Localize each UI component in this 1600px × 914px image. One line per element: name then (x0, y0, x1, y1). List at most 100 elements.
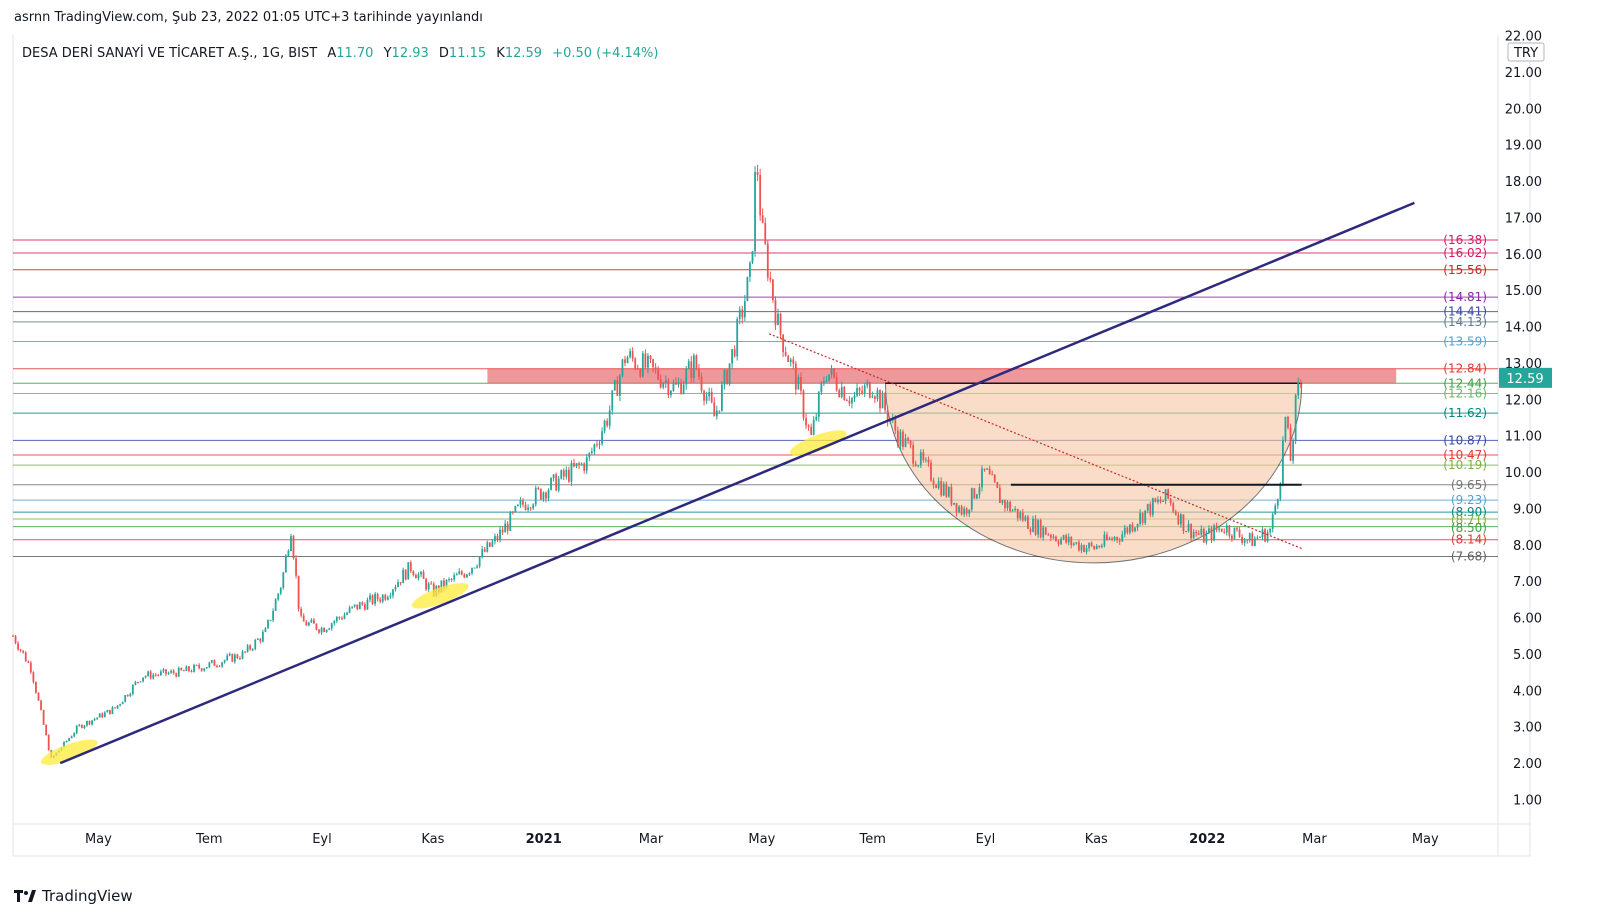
candle-body (830, 368, 833, 375)
candle-body (78, 724, 81, 726)
candle-body (1256, 537, 1259, 539)
highlight-ellipse (41, 739, 98, 765)
candle-body (371, 595, 374, 604)
candle-body (797, 377, 800, 390)
last-price-box (1499, 367, 1552, 388)
candle-body (983, 468, 986, 470)
candle-body (1044, 527, 1047, 535)
candle-body (1225, 525, 1228, 533)
candle-body (101, 713, 104, 718)
candle-body (1118, 539, 1121, 542)
candle-body (1088, 542, 1090, 549)
level-label: (8.50) (1451, 521, 1487, 535)
candle-body (639, 369, 642, 377)
candle-body (422, 571, 425, 579)
candle-body (430, 583, 433, 585)
candle-body (1233, 527, 1236, 539)
candle-body (272, 610, 274, 621)
level-label: (15.56) (1443, 263, 1487, 277)
candle-body (300, 609, 303, 616)
candle-body (761, 215, 764, 223)
candle-body (1004, 500, 1006, 508)
candle-body (652, 359, 654, 368)
candle-body (1111, 538, 1113, 540)
candle-body (1024, 516, 1027, 521)
candle-body (1060, 538, 1062, 545)
annotations (41, 201, 1415, 765)
candle-body (976, 494, 978, 499)
candle-body (550, 478, 552, 490)
candle-body (598, 443, 601, 445)
candle-body (1241, 536, 1243, 543)
candle-body (772, 279, 774, 300)
candle-body (216, 665, 218, 667)
candle-body (1113, 537, 1116, 540)
candle-body (1195, 531, 1198, 534)
candle-body (96, 717, 99, 719)
candle-body (998, 487, 1001, 503)
tradingview-brand[interactable]: TradingView (14, 887, 133, 905)
candle-body (1264, 529, 1266, 542)
chart-legend: DESA DERİ SANAYİ VE TİCARET A.Ş., 1G, BI… (22, 45, 658, 61)
candle-body (919, 452, 922, 466)
candle-body (522, 500, 524, 505)
candle-body (1172, 503, 1175, 512)
candle-body (379, 599, 382, 602)
candle-body (937, 480, 940, 488)
candle-body (509, 511, 512, 531)
candle-body (88, 720, 91, 725)
candle-body (1027, 516, 1029, 529)
candle-body (218, 666, 221, 668)
time-tick-label: May (748, 832, 775, 847)
candle-body (45, 724, 48, 736)
candle-body (325, 629, 328, 632)
candle-body (511, 511, 514, 513)
open-label: A (327, 46, 336, 61)
candle-body (249, 645, 252, 650)
candle-body (1218, 528, 1221, 530)
candle-body (228, 653, 231, 656)
candle-body (947, 487, 950, 497)
candle-body (986, 468, 988, 470)
candle-body (1269, 529, 1272, 533)
candle-body (835, 377, 838, 391)
candle-body (1220, 528, 1223, 532)
candle-body (19, 649, 22, 651)
candle-body (1190, 523, 1192, 538)
candle-body (848, 400, 851, 404)
candle-body (820, 383, 823, 393)
candle-body (945, 483, 948, 497)
candle-body (585, 457, 588, 471)
candle-body (1129, 524, 1131, 533)
candle-body (341, 617, 343, 619)
currency-badge[interactable] (1507, 42, 1545, 62)
candle-body (1180, 514, 1182, 525)
candle-body (149, 671, 152, 679)
candle-body (596, 444, 598, 446)
candle-body (529, 507, 532, 509)
candle-body (907, 438, 909, 441)
candle-body (968, 509, 971, 514)
level-label: (10.47) (1443, 448, 1487, 462)
candle-body (1070, 536, 1073, 545)
price-tick-label: 1.00 (1513, 794, 1542, 809)
candle-body (1021, 512, 1024, 521)
candle-body (256, 638, 259, 640)
candle-body (777, 313, 779, 325)
resistance-zone (487, 368, 1397, 384)
candle-body (389, 595, 392, 598)
price-tick-label: 15.00 (1505, 284, 1542, 299)
candle-body (823, 381, 825, 384)
price-tick-label: 16.00 (1505, 248, 1542, 263)
candle-body (24, 652, 27, 662)
candle-body (129, 693, 132, 697)
candle-body (517, 504, 519, 507)
price-tick-label: 11.00 (1505, 430, 1542, 445)
candle-body (631, 351, 634, 359)
candle-body (547, 489, 550, 499)
time-axis[interactable]: May Tem Eyl Kas 2021 Mar May Tem Eyl Kas 2022 Mar Ma… (85, 832, 1439, 847)
candle-body (1116, 537, 1119, 540)
candle-body (1167, 489, 1170, 499)
price-axis[interactable]: 22.00 21.00 20.00 19.00 18.00 17.00 16.00 15.00… (1505, 30, 1542, 809)
